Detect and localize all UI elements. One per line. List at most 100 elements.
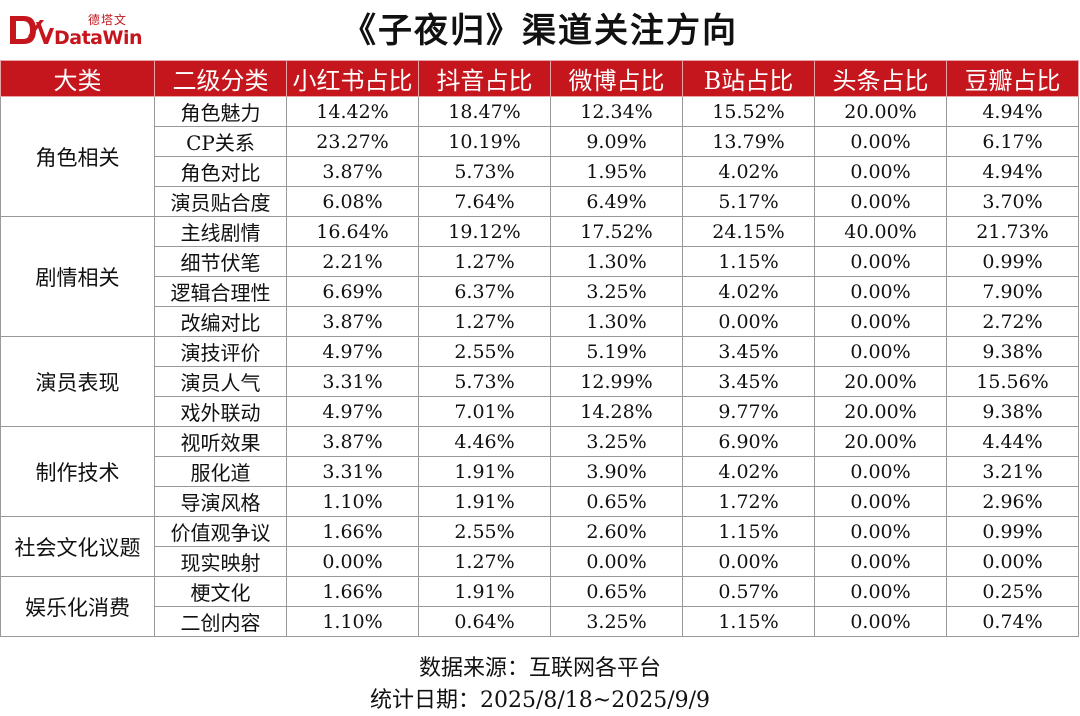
share-cell: 7.01% [418, 396, 551, 427]
table-row: 演员贴合度 6.08% 7.64% 6.49% 5.17% 0.00% 3.70% [1, 186, 1079, 217]
table-row: 角色相关 角色魅力 14.42% 18.47% 12.34% 15.52% 20.00% 4.… [0, 96, 1079, 217]
table-row: 二创内容 1.10% 0.64% 3.25% 1.15% 0.00% 0.74% [1, 606, 1079, 637]
subcategory-cell: 逻辑合理性 [154, 276, 287, 307]
share-cell: 3.25% [550, 426, 683, 457]
table-row: CP关系 23.27% 10.19% 9.09% 13.79% 0.00% 6.17% [1, 126, 1079, 157]
table-row: 服化道 3.31% 1.91% 3.90% 4.02% 0.00% 3.21% [1, 456, 1079, 487]
table-row: 现实映射 0.00% 1.27% 0.00% 0.00% 0.00% 0.00% [1, 546, 1079, 577]
header-xiaohongshu: 小红书占比 [286, 60, 419, 97]
subcategory-cell: 现实映射 [154, 546, 287, 577]
share-cell: 16.64% [286, 216, 419, 247]
share-cell: 3.87% [286, 156, 419, 187]
share-cell: 3.31% [286, 366, 419, 397]
share-cell: 13.79% [682, 126, 815, 157]
logo-chinese-text: 德塔文 [88, 13, 128, 27]
share-cell: 23.27% [286, 126, 419, 157]
share-cell: 0.00% [814, 486, 947, 517]
share-cell: 1.91% [418, 456, 551, 487]
subcategory-cell: 价值观争议 [154, 516, 287, 547]
share-cell: 0.00% [682, 546, 815, 577]
share-cell: 0.00% [814, 186, 947, 217]
page-title: 《子夜归》渠道关注方向 [342, 11, 738, 51]
share-cell: 20.00% [814, 366, 947, 397]
table-row: 演员表现 演技评价 4.97% 2.55% 5.19% 3.45% 0.00% 9.38% [0, 336, 1079, 427]
share-cell: 0.00% [682, 306, 815, 337]
share-cell: 12.34% [550, 96, 683, 127]
share-cell: 20.00% [814, 96, 947, 127]
share-cell: 9.38% [946, 396, 1079, 427]
share-cell: 4.94% [946, 156, 1079, 187]
share-cell: 0.00% [550, 546, 683, 577]
share-cell: 19.12% [418, 216, 551, 247]
subcategory-cell: 视听效果 [154, 426, 287, 457]
share-cell: 0.00% [286, 546, 419, 577]
share-cell: 10.19% [418, 126, 551, 157]
subcategory-cell: 演员贴合度 [154, 186, 287, 217]
share-cell: 6.37% [418, 276, 551, 307]
share-cell: 2.96% [946, 486, 1079, 517]
table-row: 导演风格 1.10% 1.91% 0.65% 1.72% 0.00% 2.96% [1, 486, 1079, 517]
share-cell: 4.94% [946, 96, 1079, 127]
header-category: 大类 [0, 60, 155, 97]
share-cell: 0.00% [814, 336, 947, 367]
share-cell: 4.44% [946, 426, 1079, 457]
header-bilibili: B站占比 [682, 60, 815, 97]
share-cell: 3.87% [286, 426, 419, 457]
share-cell: 4.02% [682, 276, 815, 307]
share-cell: 4.02% [682, 156, 815, 187]
share-cell: 4.97% [286, 336, 419, 367]
share-cell: 24.15% [682, 216, 815, 247]
data-source-note: 数据来源：互联网各平台 [418, 656, 661, 681]
category-cell: 剧情相关 [0, 216, 155, 337]
share-cell: 1.66% [286, 576, 419, 607]
subcategory-cell: 改编对比 [154, 306, 287, 337]
header-toutiao: 头条占比 [814, 60, 947, 97]
share-cell: 1.72% [682, 486, 815, 517]
share-cell: 3.70% [946, 186, 1079, 217]
logo-english-text: DataWin [54, 27, 143, 49]
share-cell: 21.73% [946, 216, 1079, 247]
table-row: 戏外联动 4.97% 7.01% 14.28% 9.77% 20.00% 9.38% [1, 396, 1079, 427]
share-cell: 20.00% [814, 396, 947, 427]
subcategory-cell: 演员人气 [154, 366, 287, 397]
share-cell: 3.87% [286, 306, 419, 337]
share-cell: 7.64% [418, 186, 551, 217]
share-cell: 15.56% [946, 366, 1079, 397]
share-cell: 1.27% [418, 546, 551, 577]
share-cell: 6.49% [550, 186, 683, 217]
share-cell: 1.30% [550, 246, 683, 277]
share-cell: 14.28% [550, 396, 683, 427]
subcategory-cell: 角色对比 [154, 156, 287, 187]
share-cell: 9.09% [550, 126, 683, 157]
share-cell: 9.77% [682, 396, 815, 427]
share-cell: 3.90% [550, 456, 683, 487]
share-cell: 1.15% [682, 516, 815, 547]
share-cell: 3.31% [286, 456, 419, 487]
share-cell: 0.00% [814, 276, 947, 307]
subcategory-cell: 服化道 [154, 456, 287, 487]
share-cell: 2.60% [550, 516, 683, 547]
share-cell: 6.69% [286, 276, 419, 307]
share-cell: 3.25% [550, 276, 683, 307]
share-cell: 0.00% [814, 516, 947, 547]
subcategory-cell: CP关系 [154, 126, 287, 157]
table-row: 演员人气 3.31% 5.73% 12.99% 3.45% 20.00% 15.56% [1, 366, 1079, 397]
share-cell: 3.45% [682, 336, 815, 367]
share-cell: 0.65% [550, 576, 683, 607]
subcategory-cell: 主线剧情 [154, 216, 287, 247]
subcategory-cell: 导演风格 [154, 486, 287, 517]
category-cell: 社会文化议题 [0, 516, 155, 577]
share-cell: 3.21% [946, 456, 1079, 487]
share-cell: 5.73% [418, 366, 551, 397]
share-cell: 0.00% [814, 156, 947, 187]
subcategory-cell: 角色魅力 [154, 96, 287, 127]
table-row: 角色对比 3.87% 5.73% 1.95% 4.02% 0.00% 4.94% [1, 156, 1079, 187]
share-cell: 1.66% [286, 516, 419, 547]
header-row: 大类 二级分类 小红书占比 抖音占比 微博占比 B站占比 头条占比 豆瓣占比 [0, 60, 1079, 97]
header-douyin: 抖音占比 [418, 60, 551, 97]
table-row: 娱乐化消费 梗文化 1.66% 1.91% 0.65% 0.57% 0.00% 0.25% [0, 576, 1079, 637]
data-table: 大类 二级分类 小红书占比 抖音占比 微博占比 B站占比 头条占比 豆瓣占比 角… [0, 60, 1079, 637]
share-cell: 18.47% [418, 96, 551, 127]
share-cell: 0.00% [814, 306, 947, 337]
table-row: 社会文化议题 价值观争议 1.66% 2.55% 2.60% 1.15% 0.00% 0.99… [0, 516, 1079, 577]
